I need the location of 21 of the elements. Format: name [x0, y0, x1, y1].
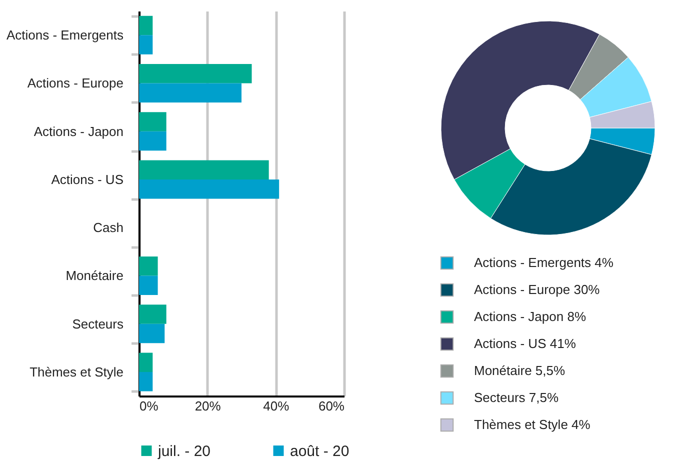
legend-label: août - 20 — [290, 442, 350, 460]
legend-label: Monétaire 5,5% — [474, 363, 566, 378]
y-tick-label: Actions - US — [51, 172, 124, 187]
y-tick-label: Actions - Emergents — [6, 28, 124, 43]
x-tick-label: 60% — [318, 398, 345, 414]
x-tick-label: 20% — [194, 398, 222, 414]
legend-label: Actions - US 41% — [474, 336, 576, 351]
y-tick-label: Thèmes et Style — [30, 364, 124, 380]
y-tick-label: Cash — [93, 220, 124, 236]
legend-label: Secteurs 7,5% — [474, 390, 559, 405]
y-tick-label: Secteurs — [72, 316, 124, 332]
x-tick-label: 0% — [140, 398, 159, 414]
legend-label: Actions - Japon 8% — [474, 309, 586, 324]
legend-label: Actions - Emergents 4% — [474, 255, 614, 270]
legend-label: Thèmes et Style 4% — [474, 417, 591, 432]
y-tick-label: Actions - Europe — [27, 76, 124, 91]
legend-label: juil. - 20 — [157, 442, 211, 460]
legend-label: Actions - Europe 30% — [474, 282, 600, 297]
x-tick-label: 40% — [263, 398, 290, 414]
y-tick-label: Monétaire — [66, 268, 124, 284]
y-tick-label: Actions - Japon — [34, 124, 124, 139]
